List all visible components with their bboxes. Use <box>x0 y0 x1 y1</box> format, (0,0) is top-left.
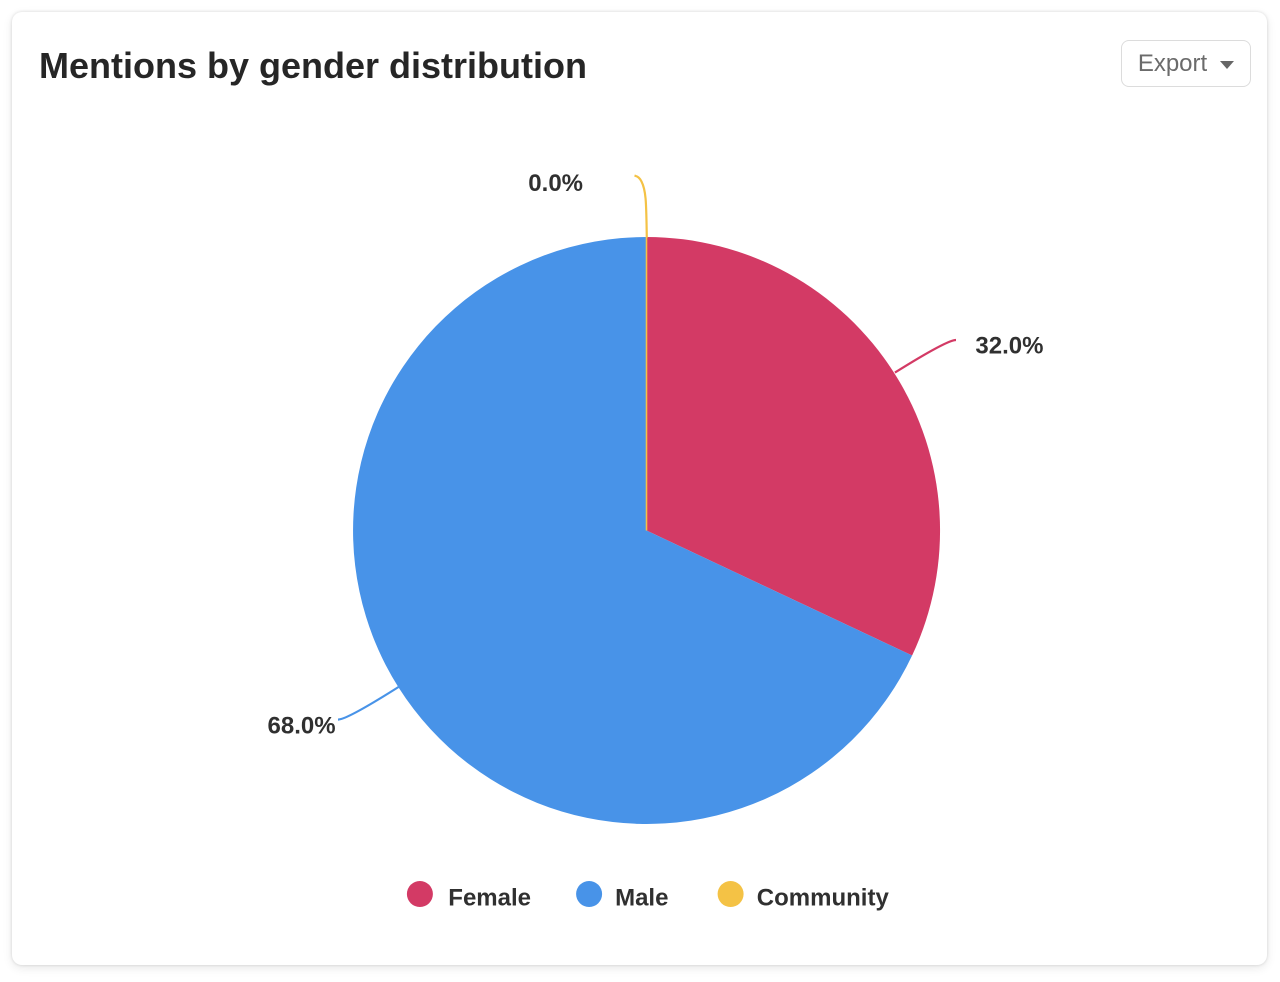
svg-text:Male: Male <box>615 884 668 911</box>
svg-text:Community: Community <box>757 884 890 911</box>
svg-text:0.0%: 0.0% <box>528 170 583 197</box>
svg-text:32.0%: 32.0% <box>975 332 1043 359</box>
svg-text:68.0%: 68.0% <box>268 713 336 740</box>
svg-text:Female: Female <box>448 884 531 911</box>
